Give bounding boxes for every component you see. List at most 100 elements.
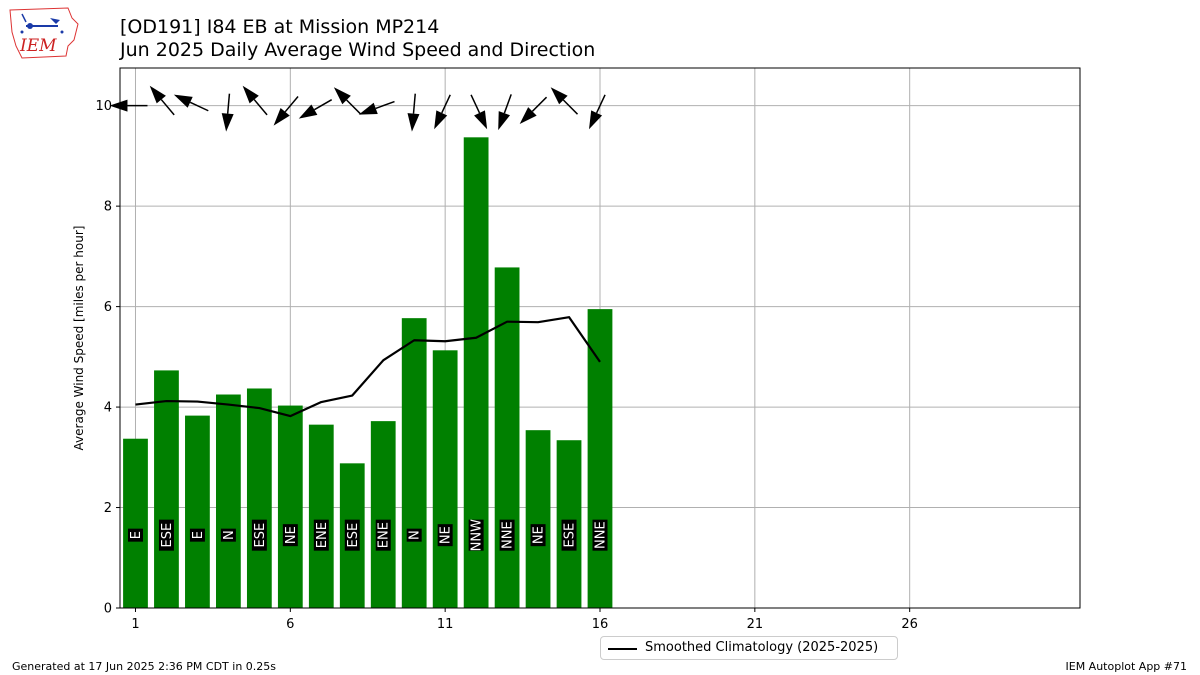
direction-arrow-head	[221, 113, 234, 132]
direction-label-group: NE	[530, 524, 547, 547]
direction-arrows	[109, 85, 606, 132]
direction-arrow-head	[474, 110, 488, 130]
direction-arrow-shaft	[313, 99, 333, 111]
direction-arrow-head	[173, 94, 193, 108]
direction-arrow-shaft	[226, 93, 231, 114]
direction-label: NNE	[501, 521, 516, 549]
direction-arrow	[173, 94, 209, 112]
y-tick-label: 8	[104, 200, 112, 215]
y-tick-label: 4	[104, 401, 112, 416]
iem-logo-text: IEM	[19, 36, 57, 56]
direction-label: NE	[284, 526, 299, 544]
direction-label-group: NE	[437, 524, 454, 547]
legend-label: Smoothed Climatology (2025-2025)	[645, 640, 879, 655]
direction-arrow-shaft	[562, 99, 579, 115]
direction-label: ESE	[253, 523, 268, 548]
direction-arrow	[298, 99, 333, 119]
bar	[587, 309, 613, 608]
bar	[216, 394, 241, 608]
direction-arrow-shaft	[284, 95, 299, 113]
direction-label-group: E	[189, 528, 206, 542]
direction-arrow-shaft	[375, 100, 395, 110]
direction-arrow	[221, 93, 234, 132]
direction-arrow	[498, 94, 512, 131]
direction-label-group: ESE	[344, 519, 361, 551]
direction-label-group: N	[406, 528, 423, 542]
direction-label: ESE	[563, 523, 578, 548]
direction-arrow	[434, 94, 451, 130]
direction-label: ENE	[377, 522, 392, 548]
direction-label-group: NNE	[592, 519, 609, 551]
direction-label-group: NNW	[468, 519, 485, 551]
direction-arrow-head	[434, 110, 448, 130]
direction-arrow-head	[498, 111, 510, 131]
x-tick-label: 11	[437, 617, 454, 632]
bar	[432, 350, 458, 608]
direction-arrow-shaft	[253, 99, 268, 116]
direction-label-bg	[282, 524, 298, 547]
direction-label-group: ENE	[313, 519, 330, 551]
legend: Smoothed Climatology (2025-2025)	[600, 636, 898, 660]
direction-label: N	[408, 530, 423, 540]
bar	[494, 267, 520, 608]
direction-label-bg	[437, 524, 453, 547]
chart-title: [OD191] I84 EB at Mission MP214	[120, 16, 440, 38]
direction-label-group: ESE	[561, 519, 578, 551]
direction-label-bg	[127, 528, 143, 542]
x-tick-label: 21	[747, 617, 764, 632]
direction-label: ENE	[315, 522, 330, 548]
direction-label: N	[222, 530, 237, 540]
direction-arrow-shaft	[160, 99, 175, 116]
direction-label-bg	[499, 519, 515, 551]
bar	[370, 421, 396, 608]
direction-arrow	[333, 87, 362, 115]
bar	[185, 415, 210, 608]
bar	[308, 424, 334, 608]
direction-label-bg	[468, 519, 484, 551]
direction-label: E	[191, 531, 206, 539]
direction-arrow	[407, 93, 420, 132]
y-tick-label: 6	[104, 300, 112, 315]
direction-arrow	[242, 85, 268, 116]
direction-label-group: N	[220, 528, 237, 542]
direction-label-bg	[344, 519, 360, 551]
bar	[525, 430, 551, 608]
direction-arrow-shaft	[470, 94, 481, 114]
legend-line-swatch	[608, 648, 637, 650]
chart-subtitle: Jun 2025 Daily Average Wind Speed and Di…	[120, 39, 596, 61]
direction-arrow-shaft	[346, 99, 362, 115]
direction-arrow-head	[273, 107, 290, 126]
climatology-line-group	[135, 316, 601, 418]
direction-label: ESE	[160, 523, 175, 548]
x-tick-label: 1	[131, 617, 139, 632]
footer-app: IEM Autoplot App #71	[1065, 660, 1188, 673]
direction-label-group: ENE	[375, 519, 392, 551]
y-tick-label: 10	[95, 99, 112, 114]
direction-arrow-head	[407, 113, 420, 132]
direction-label-group: ESE	[251, 519, 268, 551]
direction-label-bg	[530, 524, 546, 547]
x-tick-label: 6	[286, 617, 294, 632]
direction-arrow	[470, 94, 488, 130]
direction-arrow	[273, 95, 299, 126]
y-axis-label: Average Wind Speed [miles per hour]	[72, 226, 86, 451]
bar	[401, 318, 427, 608]
direction-label-bg	[561, 519, 577, 551]
direction-labels: E ESE E N ESE NE ENE ESE ENE N NE NNW NNE NE ESE NNE	[127, 519, 609, 551]
direction-label: E	[129, 531, 144, 539]
direction-arrow	[358, 100, 395, 115]
bar	[154, 370, 179, 608]
direction-label-group: NE	[282, 524, 299, 547]
direction-arrow	[589, 94, 606, 130]
direction-arrow-shaft	[503, 94, 512, 114]
direction-arrow-shaft	[189, 101, 209, 112]
direction-arrow-head	[298, 104, 318, 119]
direction-label-group: E	[127, 528, 144, 542]
direction-arrow-shaft	[412, 93, 416, 114]
x-tick-label: 26	[901, 617, 918, 632]
bar	[277, 405, 303, 608]
direction-arrow-head	[358, 102, 378, 115]
x-tick-label: 16	[592, 617, 609, 632]
